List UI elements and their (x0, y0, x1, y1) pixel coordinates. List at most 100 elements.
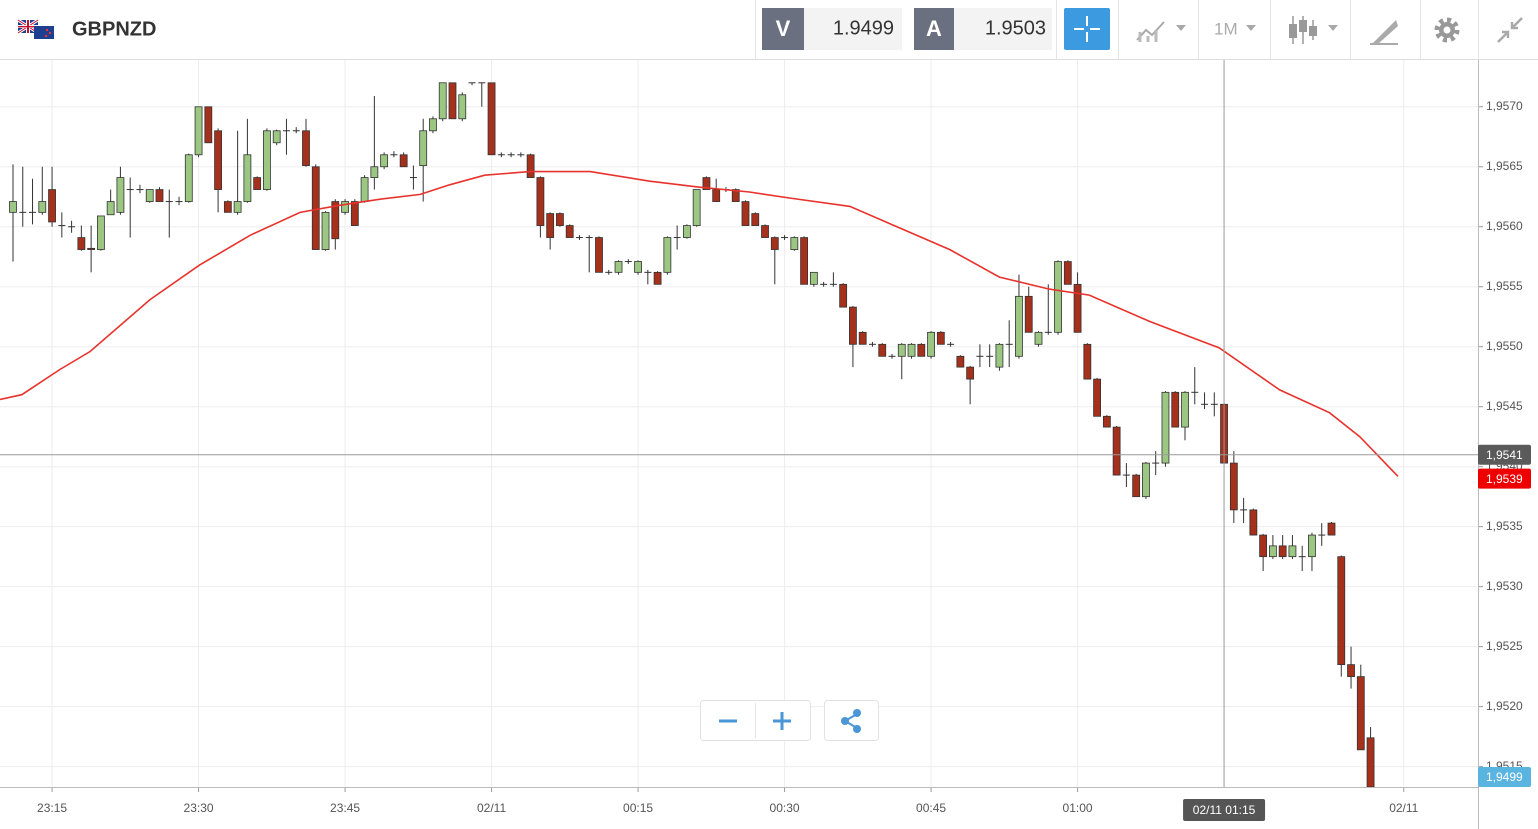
candle-body (360, 177, 369, 202)
candle-body (556, 213, 564, 226)
symbol: GBPNZD (72, 18, 156, 40)
candle-body (263, 130, 271, 190)
candle-body (96, 215, 105, 250)
candle-body (77, 237, 86, 250)
x-tick-label: 00:30 (770, 801, 800, 815)
price-label: 1,9539 (1486, 472, 1523, 486)
candle-body (1288, 545, 1297, 558)
price-label: 1,9499 (1486, 770, 1523, 784)
candle-body (595, 237, 603, 273)
candle-body (272, 130, 281, 144)
x-tick-label: 02/11 (477, 801, 506, 815)
y-tick-label: 1,9520 (1486, 699, 1523, 713)
candle-body (487, 82, 496, 156)
sell-button[interactable] (762, 8, 804, 50)
price-badge (1478, 767, 1531, 787)
candle-body (731, 189, 740, 202)
y-tick-label: 1,9565 (1486, 159, 1523, 173)
candle-body (302, 130, 310, 166)
candle-body (614, 261, 623, 273)
candle-body (370, 166, 379, 178)
buy-button[interactable] (914, 8, 954, 50)
candle-body (800, 237, 808, 285)
candle-body (214, 130, 222, 190)
buy-box (954, 8, 1052, 50)
candle-body (106, 201, 115, 216)
candle-body (702, 177, 711, 190)
candle-body (1015, 295, 1023, 357)
crosshair-x-badge (1183, 799, 1266, 821)
candle-body (751, 213, 760, 226)
candle-body (48, 189, 56, 223)
candle-body (1268, 545, 1277, 558)
plot (0, 82, 1399, 787)
candle-body (917, 343, 926, 357)
crosshair-button[interactable] (1064, 8, 1110, 50)
candle-body (653, 271, 662, 285)
share-button[interactable] (824, 700, 879, 741)
y-tick-label: 1,9545 (1486, 399, 1523, 413)
x-tick-label: 23:30 (184, 801, 214, 815)
candle-body (233, 201, 242, 213)
settings-button[interactable] (1434, 17, 1460, 43)
candle-body (956, 355, 965, 368)
candle-body (399, 154, 408, 168)
candle-body (1054, 261, 1062, 333)
x-tick-label: 00:45 (916, 801, 946, 815)
candle-body (526, 154, 535, 178)
candle-body (663, 237, 672, 273)
zoom-in-button[interactable] (773, 712, 791, 730)
crosshair-y-badge (1478, 444, 1531, 465)
candle-body (458, 94, 467, 120)
x-tick-label: 00:15 (623, 801, 653, 815)
candle-body (692, 189, 701, 226)
crosshair-y-label: 1,9541 (1486, 448, 1523, 462)
x-tick-label: 02/11 (1389, 801, 1418, 815)
candle-body (849, 306, 857, 345)
candle-body (1356, 676, 1365, 751)
candle-body (809, 271, 818, 285)
candle-body (1024, 295, 1033, 333)
candle-body (682, 225, 691, 238)
x-tick-label: 23:15 (37, 801, 67, 815)
timeframe-button[interactable]: 1M (1214, 19, 1256, 38)
candle-body (380, 154, 389, 168)
candle-body (1112, 426, 1121, 476)
sell-label: V (776, 16, 791, 41)
candle-body (907, 343, 916, 357)
candle-body (311, 166, 320, 250)
candle-body (350, 201, 359, 226)
candle-body (1083, 343, 1092, 380)
collapse-button[interactable] (1497, 17, 1523, 43)
axes: 1,95151,95201,95251,95301,95351,95401,95… (0, 60, 1523, 829)
draw-button[interactable] (1370, 20, 1398, 45)
candle-body (116, 177, 125, 213)
candle-body (155, 189, 164, 202)
candle-body (1093, 378, 1101, 417)
candle-body (565, 225, 574, 238)
candle-body (438, 82, 447, 120)
y-tick-label: 1,9560 (1486, 219, 1523, 233)
candle-body (1337, 556, 1346, 666)
candle-body (194, 106, 203, 156)
candle-body (1308, 534, 1316, 558)
y-tick-label: 1,9525 (1486, 639, 1523, 653)
candle-body (253, 177, 262, 190)
candle-body (995, 343, 1004, 368)
candle-body (1327, 522, 1336, 536)
chart-type-button[interactable] (1136, 21, 1186, 42)
y-tick-label: 1,9550 (1486, 339, 1523, 353)
x-tick-label: 01:00 (1063, 801, 1093, 815)
candle-body (9, 201, 17, 213)
candle-body (429, 118, 437, 132)
moving-average (0, 170, 1399, 477)
buy-price: 1.9503 (985, 17, 1046, 39)
timeframe: 1M (1214, 19, 1238, 38)
candle-body (331, 201, 340, 240)
candle-body (966, 366, 975, 380)
y-tick-label: 1,9570 (1486, 99, 1523, 113)
candle-body (1278, 545, 1287, 558)
candle-type-button[interactable] (1289, 16, 1338, 44)
